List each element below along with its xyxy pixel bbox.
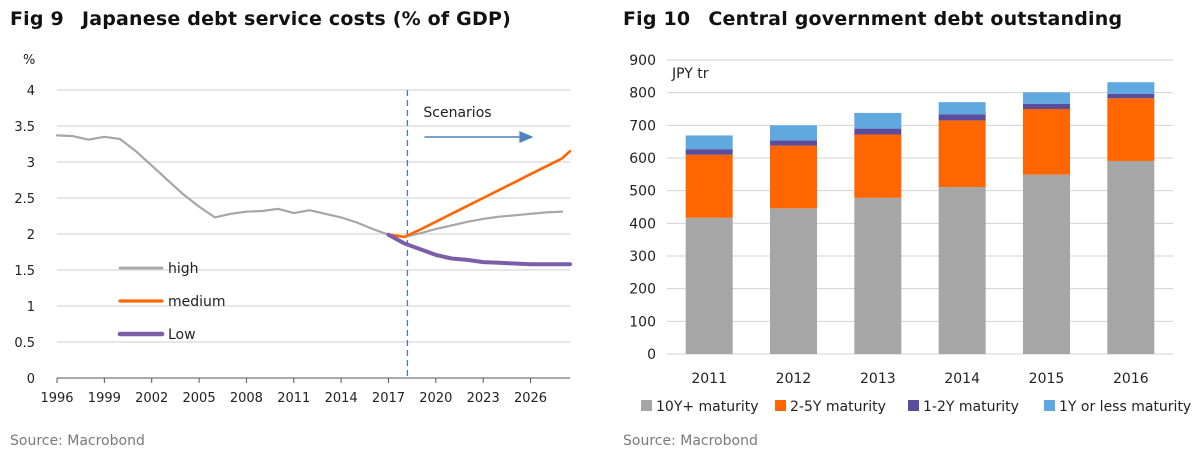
y-tick-label: 1 (27, 300, 35, 315)
y-tick-label: 2.5 (14, 192, 35, 207)
y-axis-unit: % (23, 53, 35, 68)
y-tick-label: 700 (629, 118, 656, 134)
legend-swatch (641, 400, 652, 411)
bar-segment (685, 135, 733, 150)
bar-segment (770, 208, 817, 354)
bar-segment (1107, 160, 1155, 354)
y-tick-label: 0 (27, 372, 35, 387)
y-tick-label: 500 (629, 184, 656, 200)
y-tick-label: 100 (629, 314, 656, 330)
x-tick-label: 2023 (467, 391, 500, 406)
bar-segment (685, 217, 733, 354)
bar-segment (854, 197, 902, 354)
x-tick-label: 2013 (860, 371, 896, 387)
fig10-number: Fig 10 (623, 8, 691, 30)
bar-segment (1023, 92, 1070, 104)
y-tick-label: 3.5 (14, 120, 35, 135)
legend-label: 10Y+ maturity (656, 399, 759, 415)
fig10-panel: Fig 10 Central government debt outstandin… (615, 0, 1200, 458)
scenarios-arrow-head (519, 131, 534, 143)
bar-segment (1107, 82, 1155, 94)
bar-segment (938, 120, 986, 188)
bar-segment (1023, 174, 1070, 354)
y-tick-label: 4 (27, 84, 35, 99)
legend-swatch (775, 400, 786, 411)
x-tick-label: 2005 (183, 391, 216, 406)
x-tick-label: 2015 (1029, 371, 1065, 387)
series-line-high (55, 134, 564, 238)
bar-segment (685, 149, 733, 155)
fig9-title-text: Japanese debt service costs (% of GDP) (81, 8, 511, 30)
debt-service-line-chart: 0 0.5 1 1.5 2 2.5 3 3.5 4% 1996 1999 2002 2005 2008 20… (14, 53, 572, 406)
y-tick-label: 0.5 (14, 336, 35, 351)
y-tick-label: 0 (647, 347, 656, 363)
bar-segment (770, 140, 817, 146)
bar-segment (770, 125, 817, 141)
y-tick-label: 200 (629, 282, 656, 298)
legend-swatch (1044, 400, 1055, 411)
y-tick-label: 900 (629, 53, 656, 69)
legend-label-high: high (168, 261, 199, 277)
y-tick-label: 2 (27, 228, 35, 243)
x-tick-label: 2014 (325, 391, 358, 406)
y-tick-label: 600 (629, 151, 656, 167)
x-tick-label: 2017 (372, 391, 405, 406)
x-tick-label: 2020 (419, 391, 452, 406)
x-tick-label: 2026 (514, 391, 547, 406)
legend-label: 1-2Y maturity (923, 399, 1019, 415)
legend-label-medium: medium (168, 294, 226, 310)
fig9-number: Fig 9 (10, 8, 64, 30)
x-tick-label: 1999 (88, 391, 121, 406)
bar-segment (938, 187, 986, 354)
fig10-title: Fig 10 Central government debt outstandin… (623, 8, 1122, 30)
bar-segment (854, 112, 902, 129)
fig9-panel: Fig 9 Japanese debt service costs (% of G… (10, 8, 572, 449)
legend-label: 2-5Y maturity (790, 399, 886, 415)
legend-label-low: Low (168, 327, 196, 343)
series-line-low (386, 232, 572, 267)
y-tick-label: 400 (629, 216, 656, 232)
x-tick-label: 2016 (1113, 371, 1149, 387)
x-tick-label: 2012 (776, 371, 812, 387)
x-tick-label: 2011 (691, 371, 727, 387)
scenarios-label: Scenarios (423, 105, 491, 121)
fig10-title-text: Central government debt outstanding (708, 8, 1123, 30)
x-tick-label: 1996 (40, 391, 73, 406)
bar-segment (1023, 109, 1070, 175)
y-tick-label: 800 (629, 86, 656, 102)
x-tick-label: 2011 (277, 391, 310, 406)
bar-segment (938, 102, 986, 115)
legend-swatch (908, 400, 919, 411)
y-axis-unit: JPY tr (671, 66, 709, 82)
bar-segment (1023, 103, 1070, 109)
x-tick-label: 2002 (135, 391, 168, 406)
bar-segment (685, 154, 733, 218)
fig9-title: Fig 9 Japanese debt service costs (% of G… (10, 8, 511, 30)
bar-segment (854, 128, 902, 135)
bar-segment (938, 114, 986, 121)
x-tick-label: 2014 (944, 371, 980, 387)
y-tick-label: 300 (629, 249, 656, 265)
y-tick-label: 1.5 (14, 264, 35, 279)
bar-segment (1107, 98, 1155, 161)
fig9-source: Source: Macrobond (10, 433, 145, 449)
x-tick-label: 2008 (230, 391, 263, 406)
series-line-medium (387, 149, 572, 239)
legend-label: 1Y or less maturity (1059, 399, 1191, 415)
bar-segment (854, 134, 902, 198)
bar-segment (1107, 93, 1155, 99)
fig10-source: Source: Macrobond (623, 433, 758, 449)
y-tick-label: 3 (27, 156, 35, 171)
debt-outstanding-bar-chart: 0 100 200 300 400 500 600 700 800 900 JPY tr 2011 20… (629, 53, 1191, 415)
bar-segment (770, 145, 817, 209)
